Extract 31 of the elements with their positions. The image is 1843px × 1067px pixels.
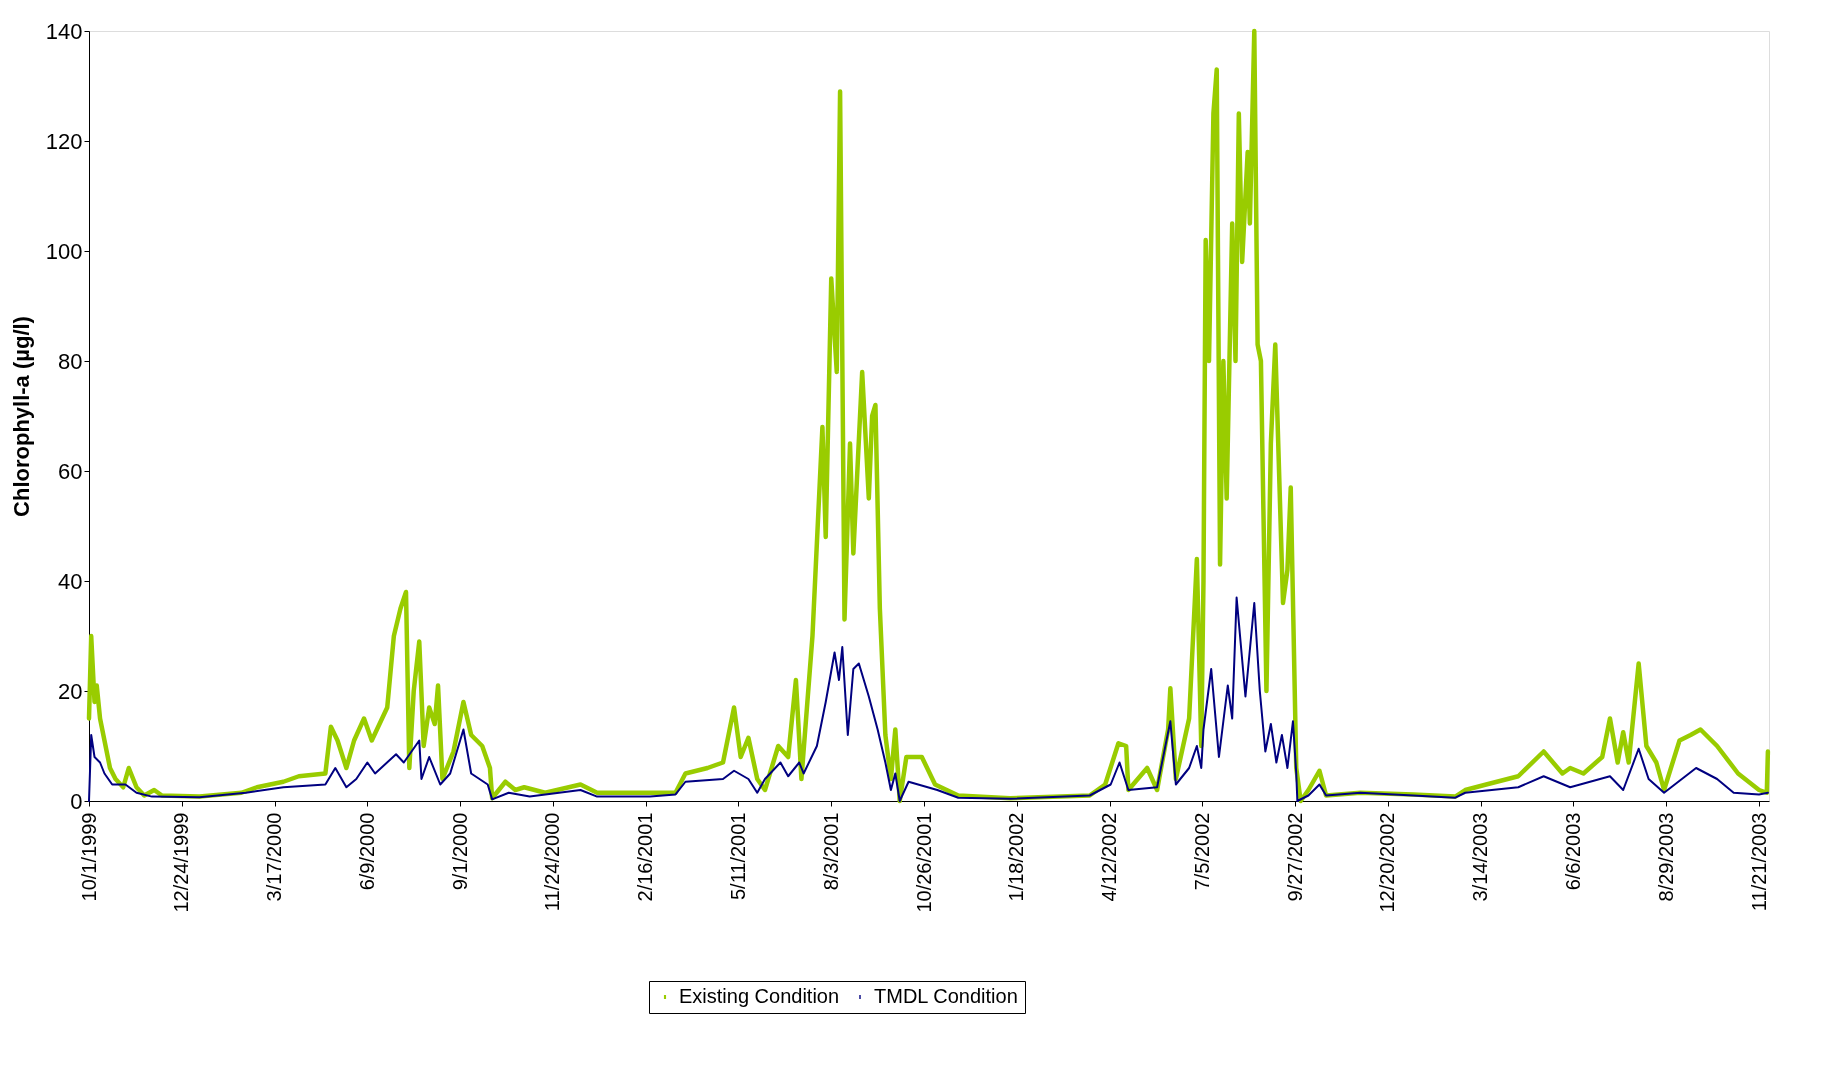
x-tick-label: 2/16/2001 (634, 812, 657, 902)
legend-label: TMDL Condition (874, 985, 1018, 1007)
x-tick-label: 10/26/2001 (912, 812, 935, 913)
line-series (86, 28, 1771, 804)
x-tick-label: 10/1/1999 (77, 812, 100, 902)
y-tick-label: 60 (58, 458, 83, 484)
y-axis-title: Chlorophyll-a (µg/l) (8, 316, 34, 517)
x-tick-label: 12/24/1999 (170, 812, 193, 913)
x-tick-label: 1/18/2002 (1005, 812, 1028, 902)
x-tick-label: 8/3/2001 (819, 812, 842, 891)
x-tick-label: 12/20/2002 (1376, 812, 1399, 913)
x-tick-label: 9/27/2002 (1283, 812, 1306, 902)
y-tick-label: 20 (58, 678, 83, 704)
x-tick-label: 11/21/2003 (1747, 812, 1770, 912)
y-tick-label: 0 (70, 788, 83, 814)
x-tick-label: 3/17/2000 (263, 812, 286, 902)
x-tick-label: 8/29/2003 (1654, 812, 1677, 902)
x-tick-label: 5/11/2001 (726, 812, 749, 900)
y-tick-label: 40 (58, 568, 83, 594)
x-tick-label: 3/14/2003 (1469, 812, 1492, 902)
x-tick-label: 6/6/2003 (1562, 812, 1584, 891)
y-tick-label: 80 (58, 348, 83, 374)
y-tick-label: 100 (45, 238, 83, 264)
y-tick-label: 140 (45, 18, 83, 44)
x-tick-label: 7/5/2002 (1190, 812, 1213, 891)
legend-label: Existing Condition (679, 985, 840, 1007)
x-tick-label: 6/9/2000 (355, 812, 378, 891)
y-tick-label: 120 (45, 128, 83, 154)
x-tick-label: 9/1/2000 (448, 812, 471, 891)
x-tick-label: 4/12/2002 (1098, 812, 1121, 902)
x-tick-label: 11/24/2000 (541, 812, 564, 912)
